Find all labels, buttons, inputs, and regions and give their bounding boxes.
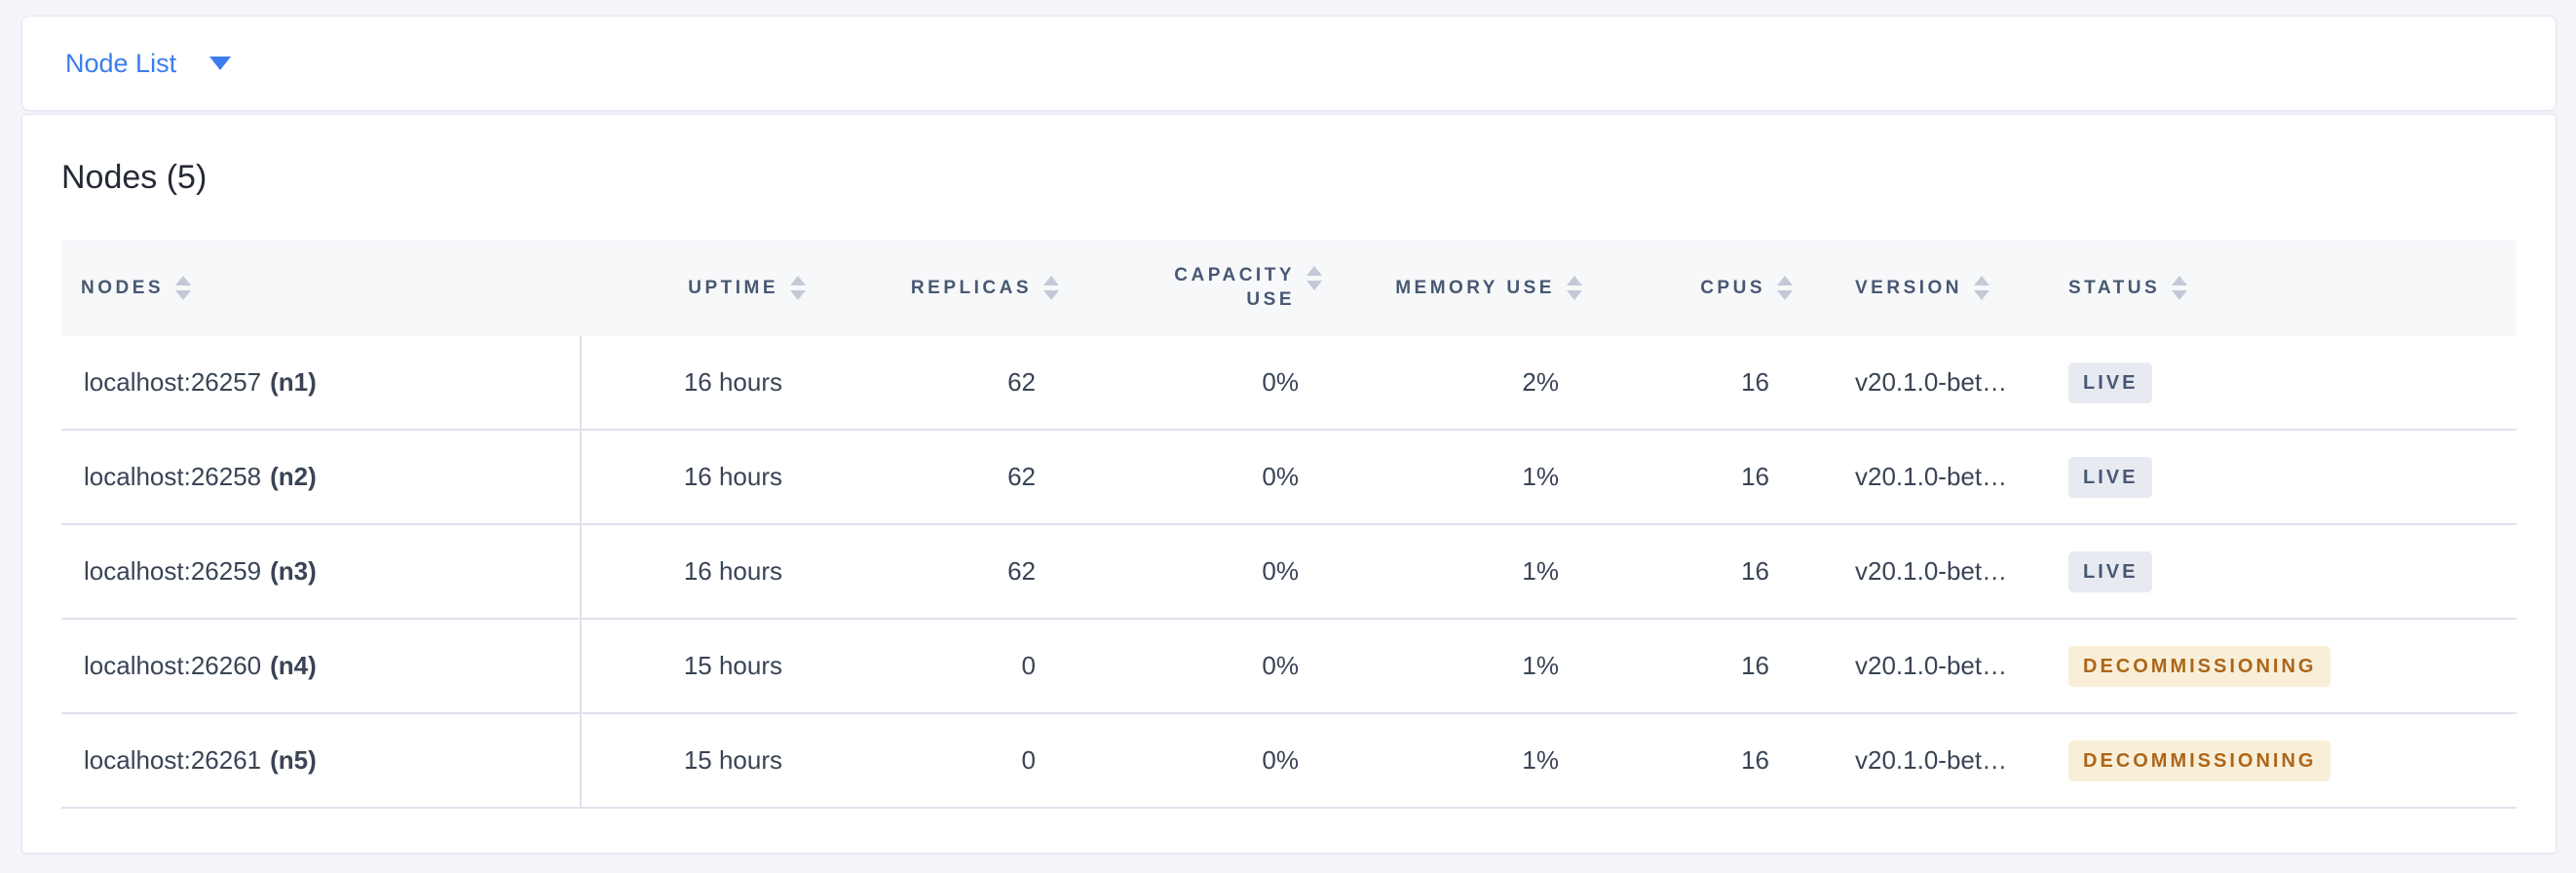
cell-capacity-use: 0% bbox=[1262, 651, 1299, 680]
cell-node: localhost:26258 (n2) bbox=[61, 431, 582, 523]
nodes-count-title: Nodes (5) bbox=[61, 159, 208, 196]
column-header-version[interactable]: VERSION bbox=[1806, 240, 2041, 336]
column-header-replicas[interactable]: REPLICAS bbox=[819, 240, 1073, 336]
sort-icon[interactable] bbox=[790, 276, 806, 300]
cell-version: v20.1.0-bet… bbox=[1855, 651, 2008, 680]
cell-capacity-use: 0% bbox=[1262, 367, 1299, 397]
cell-capacity-use: 0% bbox=[1262, 745, 1299, 775]
cell-node: localhost:26259 (n3) bbox=[61, 525, 582, 618]
column-header-label: UPTIME bbox=[688, 277, 778, 298]
cell-node: localhost:26261 (n5) bbox=[61, 714, 582, 807]
status-badge: LIVE bbox=[2068, 361, 2153, 403]
sort-icon[interactable] bbox=[1777, 276, 1793, 300]
cell-uptime: 15 hours bbox=[683, 745, 782, 775]
cell-version: v20.1.0-bet… bbox=[1855, 367, 2008, 397]
cell-node: localhost:26257 (n1) bbox=[61, 336, 582, 429]
cell-cpus: 16 bbox=[1741, 745, 1769, 775]
cell-version: v20.1.0-bet… bbox=[1855, 745, 2008, 775]
sort-icon[interactable] bbox=[1043, 276, 1059, 300]
table-row: localhost:26259 (n3) 16 hours 62 0% 1% 1… bbox=[61, 525, 2517, 620]
sort-icon[interactable] bbox=[1567, 276, 1582, 300]
cell-status: LIVE bbox=[2041, 525, 2517, 618]
table-row: localhost:26257 (n1) 16 hours 62 0% 2% 1… bbox=[61, 336, 2517, 431]
node-address-link[interactable]: localhost:26257 bbox=[84, 367, 262, 397]
cell-memory-use: 2% bbox=[1522, 367, 1559, 397]
cell-uptime: 16 hours bbox=[683, 556, 782, 586]
cell-status: LIVE bbox=[2041, 336, 2517, 429]
cell-cpus: 16 bbox=[1741, 651, 1769, 680]
cell-cpus: 16 bbox=[1741, 462, 1769, 491]
cell-memory-use: 1% bbox=[1522, 651, 1559, 680]
node-address-link[interactable]: localhost:26261 bbox=[84, 745, 262, 775]
table-row: localhost:26258 (n2) 16 hours 62 0% 1% 1… bbox=[61, 431, 2517, 525]
column-header-cpus[interactable]: CPUS bbox=[1596, 240, 1806, 336]
sort-icon[interactable] bbox=[1307, 266, 1322, 290]
cell-status: LIVE bbox=[2041, 431, 2517, 523]
cell-uptime: 16 hours bbox=[683, 367, 782, 397]
column-header-capacity-use[interactable]: CAPACITY USE bbox=[1073, 240, 1336, 336]
node-id: (n5) bbox=[270, 745, 317, 775]
node-id: (n3) bbox=[270, 556, 317, 586]
cell-memory-use: 1% bbox=[1522, 462, 1559, 491]
column-header-memory-use[interactable]: MEMORY USE bbox=[1336, 240, 1596, 336]
node-address-link[interactable]: localhost:26259 bbox=[84, 556, 262, 586]
column-header-nodes[interactable]: NODES bbox=[61, 240, 582, 336]
column-header-label: CPUS bbox=[1700, 277, 1765, 298]
cell-status: DECOMMISSIONING bbox=[2041, 714, 2517, 807]
status-badge: DECOMMISSIONING bbox=[2068, 645, 2331, 687]
column-header-label: VERSION bbox=[1855, 277, 1963, 298]
cell-status: DECOMMISSIONING bbox=[2041, 620, 2517, 712]
column-header-label: REPLICAS bbox=[910, 277, 1032, 298]
nodes-card: Nodes (5) NODES UPTIME REPLICAS CAPACITY… bbox=[21, 114, 2557, 854]
column-header-label: NODES bbox=[81, 277, 165, 298]
caret-down-icon bbox=[209, 57, 232, 70]
status-badge: LIVE bbox=[2068, 456, 2153, 498]
cell-uptime: 16 hours bbox=[683, 462, 782, 491]
cell-version: v20.1.0-bet… bbox=[1855, 462, 2008, 491]
cell-memory-use: 1% bbox=[1522, 745, 1559, 775]
column-header-status[interactable]: STATUS bbox=[2041, 240, 2517, 336]
cell-uptime: 15 hours bbox=[683, 651, 782, 680]
status-badge: LIVE bbox=[2068, 550, 2153, 592]
node-address-link[interactable]: localhost:26258 bbox=[84, 462, 262, 491]
cell-version: v20.1.0-bet… bbox=[1855, 556, 2008, 586]
cell-replicas: 0 bbox=[1021, 745, 1036, 775]
column-header-label: MEMORY USE bbox=[1395, 277, 1555, 298]
sort-icon[interactable] bbox=[175, 276, 192, 300]
cell-replicas: 62 bbox=[1007, 556, 1036, 586]
cell-node: localhost:26260 (n4) bbox=[61, 620, 582, 712]
cell-capacity-use: 0% bbox=[1262, 556, 1299, 586]
cell-capacity-use: 0% bbox=[1262, 462, 1299, 491]
cell-replicas: 62 bbox=[1007, 462, 1036, 491]
table-row: localhost:26260 (n4) 15 hours 0 0% 1% 16… bbox=[61, 620, 2517, 714]
status-badge: DECOMMISSIONING bbox=[2068, 740, 2331, 781]
cell-cpus: 16 bbox=[1741, 556, 1769, 586]
node-id: (n4) bbox=[270, 651, 317, 680]
sort-icon[interactable] bbox=[1974, 276, 1990, 300]
sort-icon[interactable] bbox=[2172, 276, 2188, 300]
nodes-table: NODES UPTIME REPLICAS CAPACITY USE MEMOR… bbox=[61, 240, 2517, 809]
node-list-dropdown-label: Node List bbox=[65, 48, 177, 78]
table-header-row: NODES UPTIME REPLICAS CAPACITY USE MEMOR… bbox=[61, 240, 2517, 336]
node-id: (n2) bbox=[270, 462, 317, 491]
column-header-uptime[interactable]: UPTIME bbox=[582, 240, 819, 336]
table-row: localhost:26261 (n5) 15 hours 0 0% 1% 16… bbox=[61, 714, 2517, 809]
cell-cpus: 16 bbox=[1741, 367, 1769, 397]
column-header-label: STATUS bbox=[2068, 277, 2161, 298]
node-address-link[interactable]: localhost:26260 bbox=[84, 651, 262, 680]
cell-replicas: 62 bbox=[1007, 367, 1036, 397]
view-switcher-bar: Node List bbox=[21, 16, 2557, 111]
node-list-dropdown[interactable]: Node List bbox=[65, 48, 232, 78]
column-header-label: CAPACITY USE bbox=[1174, 264, 1295, 310]
cell-memory-use: 1% bbox=[1522, 556, 1559, 586]
cell-replicas: 0 bbox=[1021, 651, 1036, 680]
node-id: (n1) bbox=[270, 367, 317, 397]
